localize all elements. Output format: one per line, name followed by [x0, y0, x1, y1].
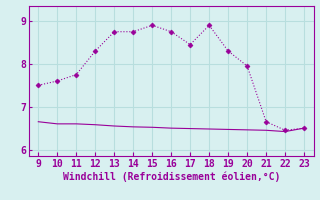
X-axis label: Windchill (Refroidissement éolien,°C): Windchill (Refroidissement éolien,°C)	[62, 172, 280, 182]
